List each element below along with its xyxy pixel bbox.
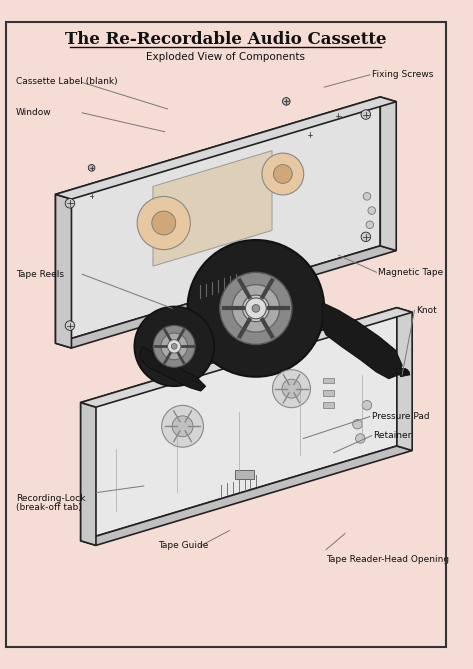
Text: Window: Window — [16, 108, 51, 117]
Circle shape — [65, 199, 75, 208]
Polygon shape — [81, 308, 412, 407]
Circle shape — [137, 197, 190, 250]
Polygon shape — [55, 97, 396, 199]
Circle shape — [171, 343, 177, 349]
Circle shape — [245, 298, 266, 319]
Text: Tape Reels: Tape Reels — [16, 270, 64, 279]
Bar — [323, 378, 334, 383]
Circle shape — [335, 112, 342, 120]
Text: Magnetic Tape: Magnetic Tape — [378, 268, 444, 277]
Bar — [323, 403, 334, 408]
Circle shape — [162, 405, 203, 447]
Circle shape — [220, 272, 292, 345]
Polygon shape — [399, 369, 409, 375]
Circle shape — [273, 165, 292, 183]
Polygon shape — [322, 302, 402, 379]
Text: (break-off tab): (break-off tab) — [16, 503, 81, 512]
Text: Exploded View of Components: Exploded View of Components — [146, 52, 305, 62]
Text: Pressure Pad: Pressure Pad — [372, 412, 429, 421]
Circle shape — [152, 211, 176, 235]
Text: Tape Reader-Head Opening: Tape Reader-Head Opening — [326, 555, 449, 563]
Circle shape — [187, 240, 324, 377]
Text: Fixing Screws: Fixing Screws — [372, 70, 433, 80]
Polygon shape — [139, 347, 206, 391]
Text: Knot: Knot — [416, 306, 437, 315]
Polygon shape — [395, 368, 405, 374]
Bar — [323, 390, 334, 396]
Polygon shape — [81, 403, 96, 545]
Circle shape — [353, 419, 362, 429]
Circle shape — [88, 193, 95, 199]
Circle shape — [167, 340, 181, 353]
Circle shape — [362, 401, 372, 410]
Circle shape — [361, 110, 370, 119]
Circle shape — [368, 207, 376, 214]
Circle shape — [282, 98, 290, 105]
Circle shape — [134, 306, 214, 386]
Circle shape — [272, 370, 310, 407]
Text: Cassette Label (blank): Cassette Label (blank) — [16, 77, 117, 86]
Circle shape — [366, 221, 374, 229]
Polygon shape — [397, 308, 412, 450]
Text: Recording-Lock: Recording-Lock — [16, 494, 85, 503]
Circle shape — [252, 304, 260, 312]
Circle shape — [153, 326, 195, 367]
Circle shape — [262, 153, 304, 195]
Circle shape — [172, 416, 193, 437]
Polygon shape — [81, 446, 412, 545]
Circle shape — [88, 165, 95, 171]
Circle shape — [232, 284, 280, 332]
Circle shape — [282, 379, 301, 398]
Circle shape — [65, 321, 75, 330]
Polygon shape — [401, 371, 410, 377]
Polygon shape — [81, 308, 397, 541]
Polygon shape — [153, 151, 272, 266]
Polygon shape — [397, 369, 407, 374]
Circle shape — [356, 434, 365, 444]
Polygon shape — [55, 194, 71, 348]
Text: The Re-Recordable Audio Cassette: The Re-Recordable Audio Cassette — [65, 31, 386, 48]
Circle shape — [243, 295, 269, 322]
Text: Retainer: Retainer — [374, 431, 412, 440]
Circle shape — [306, 131, 314, 138]
Circle shape — [361, 232, 370, 242]
Polygon shape — [55, 246, 396, 348]
Polygon shape — [55, 97, 380, 343]
Circle shape — [363, 193, 371, 200]
Bar — [235, 470, 254, 479]
Text: Tape Guide: Tape Guide — [158, 541, 209, 551]
Polygon shape — [380, 97, 396, 251]
Circle shape — [161, 333, 187, 360]
